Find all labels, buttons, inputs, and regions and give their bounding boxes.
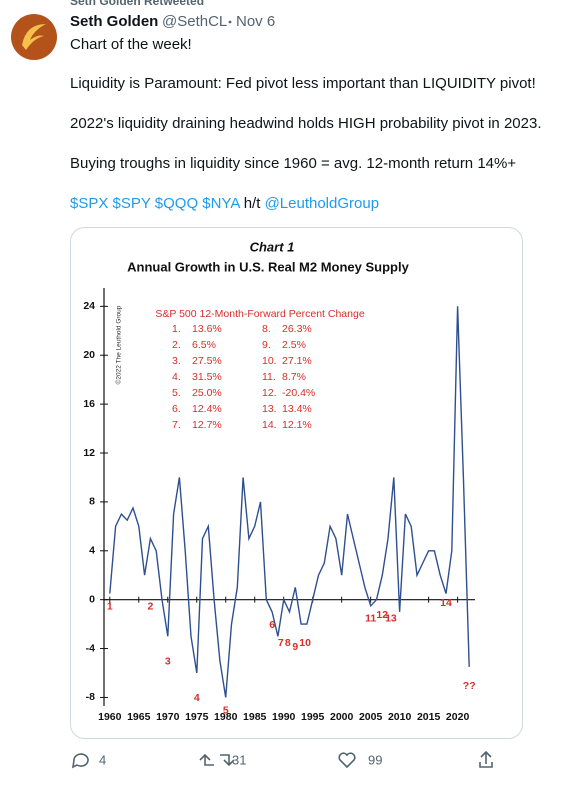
retweet-icon[interactable]	[199, 753, 235, 767]
x-tick-label: 1980	[214, 711, 238, 723]
link-line: $SPX $SPY $QQQ $NYA h/t @LeutholdGroup	[70, 195, 379, 212]
data-line	[109, 306, 470, 698]
trough-label: 1	[107, 600, 113, 612]
trough-label: 11	[365, 613, 376, 625]
inset-number: 2.	[172, 339, 181, 351]
inset-value: -20.4%	[282, 387, 315, 399]
like-icon[interactable]	[338, 752, 356, 769]
inset-value: 27.1%	[282, 355, 312, 367]
inset-number: 7.	[172, 419, 181, 431]
author-name[interactable]: Seth Golden	[70, 13, 158, 30]
y-tick-label: 16	[83, 398, 95, 410]
reply-icon[interactable]	[71, 753, 89, 769]
inset-value: 2.5%	[282, 339, 306, 351]
x-tick-label: 1965	[127, 711, 151, 723]
tweet-date[interactable]: Nov 6	[236, 13, 275, 30]
trough-label: 12	[376, 609, 388, 621]
tweet-text: Chart of the week!	[70, 36, 192, 53]
inset-title: S&P 500 12-Month-Forward Percent Change	[155, 308, 364, 320]
x-tick-label: 2015	[417, 711, 441, 723]
x-tick-label: 1985	[243, 711, 267, 723]
y-tick-label: 0	[89, 593, 95, 605]
inset-number: 1.	[172, 323, 181, 335]
trough-label: 9	[292, 641, 298, 653]
inset-value: 25.0%	[192, 387, 222, 399]
inset-number: 14.	[262, 419, 277, 431]
retweet-label: Seth Golden Retweeted	[70, 0, 204, 8]
inset-value: 6.5%	[192, 339, 216, 351]
inset-value: 13.6%	[192, 323, 222, 335]
like-count: 99	[368, 752, 382, 767]
trough-label: 5	[223, 704, 229, 716]
inset-value: 26.3%	[282, 323, 312, 335]
tweet-text: 2022's liquidity draining headwind holds…	[70, 115, 541, 132]
y-tick-label: 24	[83, 300, 95, 312]
inset-value: 12.7%	[192, 419, 222, 431]
share-icon[interactable]	[479, 750, 493, 768]
inset-number: 12.	[262, 387, 277, 399]
avatar[interactable]	[11, 14, 57, 60]
trough-label: 6	[269, 619, 275, 631]
y-tick-label: 12	[83, 447, 95, 459]
inset-value: 27.5%	[192, 355, 222, 367]
trough-label: ??	[463, 680, 476, 692]
tweet-text: Liquidity is Paramount: Fed pivot less i…	[70, 75, 536, 92]
inset-value: 12.1%	[282, 419, 312, 431]
retweet-count: 31	[232, 752, 246, 767]
x-tick-label: 1990	[272, 711, 296, 723]
x-tick-label: 1960	[98, 711, 122, 723]
chart-title: Chart 1	[250, 239, 295, 254]
mention[interactable]: @LeutholdGroup	[265, 195, 379, 212]
inset-number: 5.	[172, 387, 181, 399]
inset-value: 8.7%	[282, 371, 306, 383]
avatar-logo	[22, 24, 46, 50]
chart-credit: ©2022 The Leuthold Group	[115, 305, 123, 384]
cashtags[interactable]: $SPX $SPY $QQQ $NYA	[70, 195, 240, 212]
x-tick-label: 1995	[301, 711, 325, 723]
x-tick-label: 1975	[185, 711, 209, 723]
x-tick-label: 2010	[388, 711, 412, 723]
y-tick-label: -8	[86, 691, 95, 703]
tweet-text: Buying troughs in liquidity since 1960 =…	[70, 155, 516, 172]
inset-value: 12.4%	[192, 403, 222, 415]
inset-number: 11.	[262, 371, 276, 383]
media-frame[interactable]	[70, 227, 523, 739]
reply-count: 4	[99, 752, 106, 767]
separator	[228, 20, 232, 24]
trough-label: 8	[285, 637, 291, 649]
inset-number: 4.	[172, 371, 181, 383]
hat-tip: h/t	[244, 195, 262, 212]
y-tick-label: 4	[89, 545, 95, 557]
y-tick-label: 8	[89, 496, 95, 508]
inset-number: 9.	[262, 339, 271, 351]
inset-number: 6.	[172, 403, 181, 415]
y-tick-label: 20	[83, 349, 95, 361]
chart: Chart 1 Annual Growth in U.S. Real M2 Mo…	[83, 239, 475, 722]
trough-label: 14	[440, 597, 452, 609]
trough-label: 13	[385, 613, 397, 625]
trough-label: 10	[299, 637, 311, 649]
trough-label: 3	[165, 655, 171, 667]
inset-number: 10.	[262, 355, 277, 367]
author-handle[interactable]: @SethCL	[162, 13, 227, 30]
trough-label: 2	[147, 600, 153, 612]
inset-number: 8.	[262, 323, 271, 335]
action-bar	[71, 750, 493, 769]
x-tick-label: 2020	[446, 711, 470, 723]
inset-value: 31.5%	[192, 371, 222, 383]
x-tick-label: 2000	[330, 711, 354, 723]
x-tick-label: 1970	[156, 711, 180, 723]
trough-label: 4	[194, 692, 200, 704]
inset-number: 3.	[172, 355, 181, 367]
trough-label: 7	[278, 637, 284, 649]
inset-value: 13.4%	[282, 403, 312, 415]
chart-subtitle: Annual Growth in U.S. Real M2 Money Supp…	[127, 259, 409, 274]
inset-number: 13.	[262, 403, 277, 415]
y-tick-label: -4	[86, 642, 95, 654]
x-tick-label: 2005	[359, 711, 383, 723]
